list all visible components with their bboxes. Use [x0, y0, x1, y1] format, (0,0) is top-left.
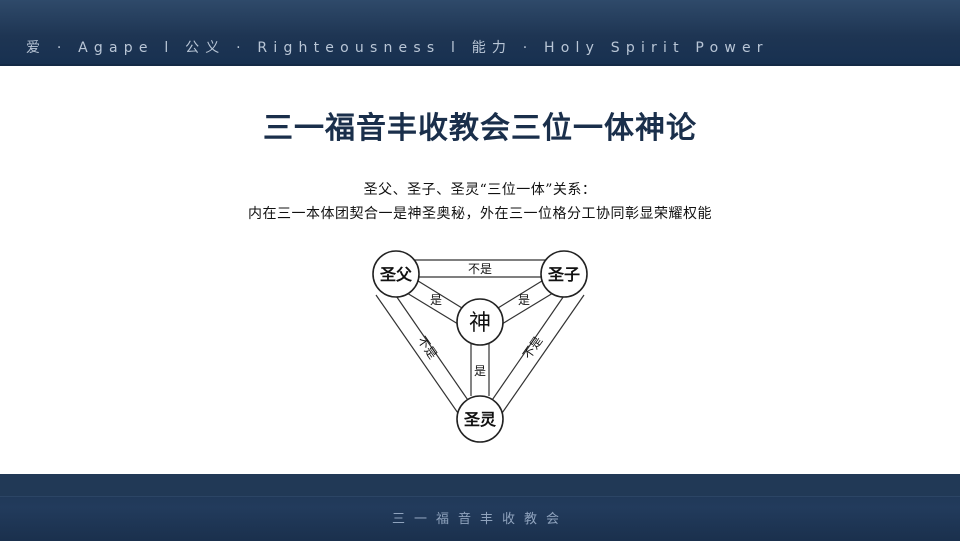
node-spirit-label: 圣灵 [463, 410, 497, 429]
link-father-spirit-label: 不是 [415, 334, 440, 362]
link-father-god-edge-a [409, 275, 463, 309]
link-father-son-label: 不是 [468, 262, 492, 276]
header-tagline: 爱 · Agape l 公义 · Righteousness l 能力 · Ho… [26, 40, 769, 56]
link-son-spirit-edge-a [499, 294, 585, 417]
node-spirit [456, 395, 504, 443]
subtitle-line-2: 内在三一本体团契合一是神圣奥秘，外在三一位格分工协同彰显荣耀权能 [248, 206, 712, 222]
link-son-god-label: 是 [518, 293, 530, 307]
link-son-god-edge-b [501, 289, 559, 325]
link-father-god-edge-b [401, 289, 459, 325]
page-title: 三一福音丰收教会三位一体神论 [263, 111, 697, 146]
node-son [540, 250, 588, 298]
link-father-god-label: 是 [430, 293, 442, 307]
node-god [456, 298, 504, 346]
link-son-spirit-edge-b [487, 289, 569, 407]
node-father-label: 圣父 [379, 265, 413, 284]
link-son-spirit-label: 不是 [520, 334, 545, 362]
link-son-god-edge-a [497, 275, 551, 309]
header-band: 爱 · Agape l 公义 · Righteousness l 能力 · Ho… [0, 0, 960, 66]
link-father-spirit-edge-a [375, 294, 461, 417]
footer-band [0, 474, 960, 541]
trinity-diagram: 圣父 圣子 神 圣灵 不是 不是 不是 是 是 是 [372, 250, 588, 443]
link-father-spirit-edge-b [391, 289, 473, 407]
link-spirit-god-label: 是 [474, 364, 486, 378]
subtitle-line-1: 圣父、圣子、圣灵“三位一体”关系： [363, 182, 597, 198]
node-son-label: 圣子 [547, 265, 580, 284]
footer-text: 三一福音丰收教会 [391, 512, 568, 527]
node-god-label: 神 [469, 311, 491, 336]
node-father [372, 250, 420, 298]
